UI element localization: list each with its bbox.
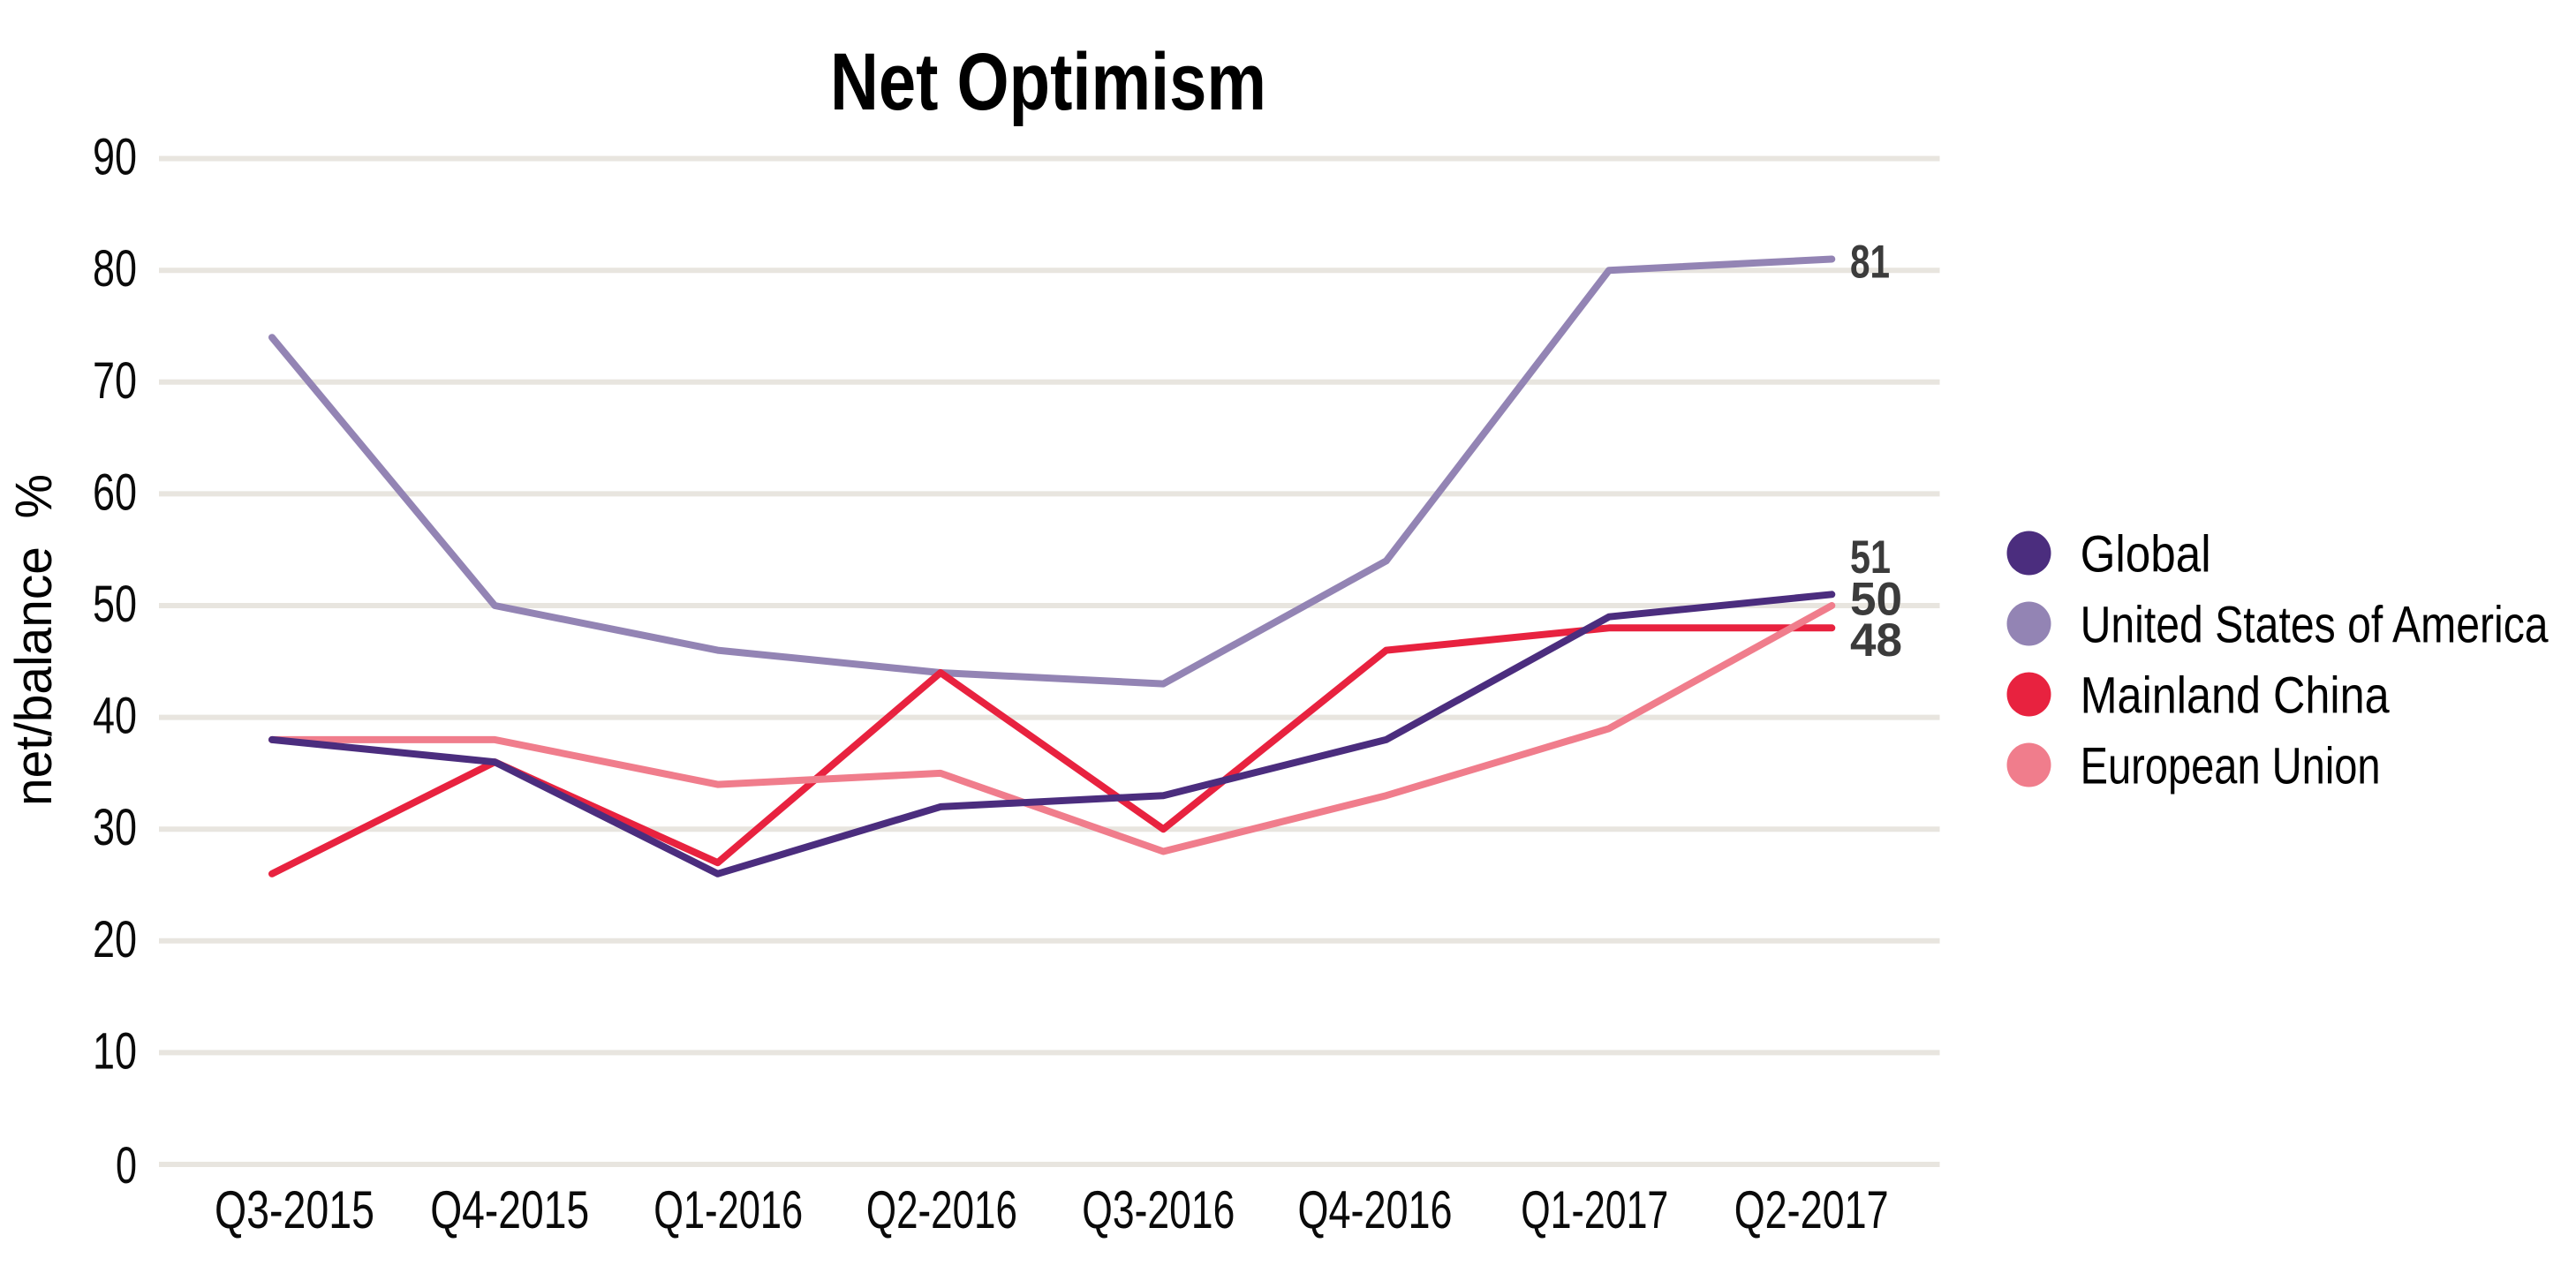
svg-text:Q2-2017: Q2-2017 [1734, 1180, 1889, 1239]
svg-text:30: 30 [93, 799, 137, 856]
svg-text:80: 80 [93, 240, 137, 298]
svg-text:Q1-2017: Q1-2017 [1521, 1180, 1668, 1239]
svg-text:Q2-2016: Q2-2016 [866, 1180, 1017, 1239]
svg-text:Q4-2015: Q4-2015 [430, 1180, 589, 1239]
svg-text:90: 90 [93, 129, 137, 186]
svg-text:Net Optimism: Net Optimism [830, 37, 1266, 127]
svg-text:United States of America: United States of America [2081, 596, 2550, 653]
svg-text:Q4-2016: Q4-2016 [1298, 1180, 1453, 1239]
svg-text:70: 70 [93, 352, 137, 410]
svg-text:Mainland China: Mainland China [2081, 667, 2391, 724]
svg-text:81: 81 [1850, 237, 1890, 289]
svg-text:Q3-2016: Q3-2016 [1082, 1180, 1235, 1239]
svg-text:0: 0 [116, 1137, 137, 1194]
svg-text:50: 50 [1850, 573, 1902, 625]
svg-text:50: 50 [93, 576, 137, 633]
svg-text:Q1-2016: Q1-2016 [653, 1180, 803, 1239]
svg-text:10: 10 [93, 1022, 137, 1080]
svg-text:40: 40 [93, 688, 137, 745]
svg-text:Global: Global [2081, 525, 2211, 583]
svg-text:European Union: European Union [2081, 737, 2381, 795]
svg-text:net/balance %: net/balance % [5, 474, 63, 806]
svg-text:Q3-2015: Q3-2015 [215, 1180, 374, 1239]
svg-text:48: 48 [1850, 614, 1902, 667]
svg-text:60: 60 [93, 463, 137, 521]
svg-text:20: 20 [93, 911, 137, 968]
svg-text:51: 51 [1850, 531, 1891, 584]
